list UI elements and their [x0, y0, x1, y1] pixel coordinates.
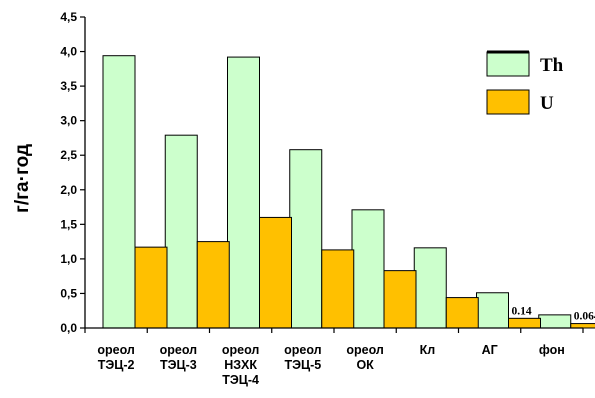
bar-th-4: [351, 209, 385, 329]
y-tick-label-1: 0,5: [60, 286, 77, 300]
y-tick-label-8: 4,0: [60, 45, 77, 59]
x-category-label-4-line-1: ОК: [356, 358, 374, 372]
labels-layer: 0,00,51,01,52,02,53,03,54,04,5ореолТЭЦ-2…: [12, 10, 595, 387]
bar-th-0: [102, 55, 136, 329]
y-axis-label: г/га·год: [12, 144, 33, 213]
bar-u-3: [321, 249, 355, 329]
legend: Th U: [486, 50, 564, 115]
x-category-label-4-line-0: ореол: [346, 343, 384, 357]
x-category-label-3-line-1: ТЭЦ-5: [284, 358, 321, 372]
bar-th-5: [413, 247, 447, 329]
x-category-label-2-line-1: НЗХК: [224, 358, 257, 372]
x-category-label-5-line-0: Кл: [420, 343, 436, 357]
legend-label-th: Th: [540, 55, 564, 76]
y-tick-label-4: 2,0: [60, 183, 77, 197]
y-tick-label-6: 3,0: [60, 114, 77, 128]
y-tick-label-0: 0,0: [60, 321, 77, 335]
x-category-label-2-line-2: ТЭЦ-4: [222, 373, 259, 387]
bar-u-1: [196, 241, 230, 329]
bar-u-0: [134, 246, 168, 329]
bar-u-6: [508, 317, 541, 329]
y-tick-label-7: 3,5: [60, 79, 77, 93]
x-category-label-3-line-0: ореол: [284, 343, 322, 357]
y-tick-label-2: 1,0: [60, 252, 77, 266]
bar-u-4: [383, 270, 417, 329]
legend-label-u: U: [540, 93, 554, 114]
bars-layer: [102, 55, 595, 329]
x-category-label-0-line-1: ТЭЦ-2: [98, 358, 135, 372]
data-label-1: 0.064: [574, 311, 595, 323]
x-category-label-7-line-0: фон: [539, 343, 565, 357]
y-tick-label-9: 4,5: [60, 10, 77, 24]
bar-th-7: [538, 314, 572, 329]
x-category-label-1-line-0: ореол: [160, 343, 198, 357]
data-label-0: 0.14: [512, 305, 532, 317]
x-category-label-1-line-1: ТЭЦ-3: [160, 358, 197, 372]
bar-th-2: [227, 56, 260, 329]
axes-layer: [80, 16, 584, 333]
legend-swatch-u: [486, 89, 530, 115]
x-category-label-2-line-0: ореол: [222, 343, 260, 357]
bar-th-3: [289, 149, 323, 329]
x-category-label-6-line-0: АГ: [482, 343, 498, 357]
y-tick-label-3: 1,5: [60, 217, 77, 231]
bar-u-2: [259, 216, 292, 329]
bar-u-7: [570, 323, 595, 329]
y-tick-label-5: 2,5: [60, 148, 77, 162]
bar-th-1: [164, 134, 198, 329]
x-category-label-0-line-0: ореол: [97, 343, 135, 357]
bar-u-5: [445, 297, 479, 329]
bar-th-6: [476, 292, 509, 329]
legend-swatch-th: [486, 51, 530, 77]
